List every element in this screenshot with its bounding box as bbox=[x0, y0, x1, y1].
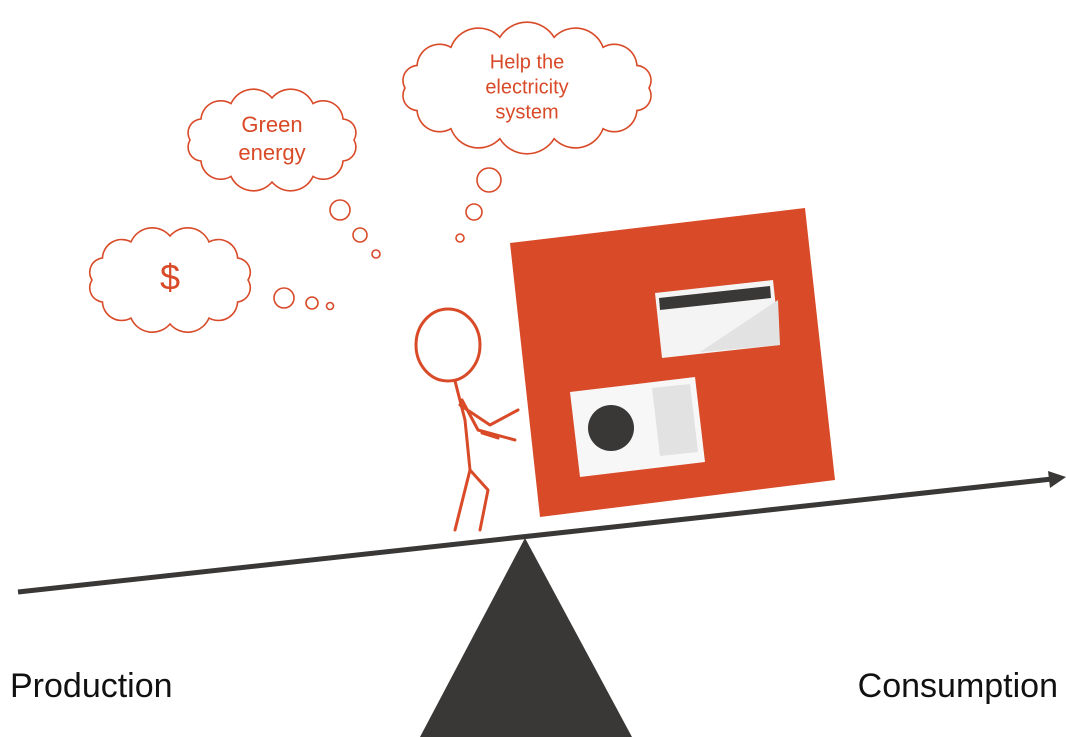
thought-bubbles bbox=[273, 167, 502, 311]
stick-figure bbox=[414, 307, 520, 532]
red-box bbox=[510, 208, 835, 517]
outdoor-unit bbox=[570, 377, 705, 477]
thought-text: Help the bbox=[490, 51, 565, 73]
arrow-head bbox=[1048, 471, 1066, 488]
thought-text: energy bbox=[238, 140, 305, 165]
cloud bbox=[88, 227, 252, 333]
left-label: Production bbox=[10, 667, 173, 705]
thought-text: system bbox=[495, 101, 558, 123]
cloud bbox=[402, 21, 652, 155]
beam bbox=[17, 476, 1053, 595]
thought-text: Green bbox=[241, 112, 302, 137]
fulcrum bbox=[420, 538, 632, 737]
cloud bbox=[187, 88, 357, 192]
right-label: Consumption bbox=[858, 667, 1058, 705]
thought-text: $ bbox=[160, 257, 180, 298]
indoor-unit bbox=[655, 280, 780, 358]
thought-text: electricity bbox=[485, 76, 568, 98]
thought-clouds: Help the electricity system Green energy $ bbox=[88, 21, 652, 333]
